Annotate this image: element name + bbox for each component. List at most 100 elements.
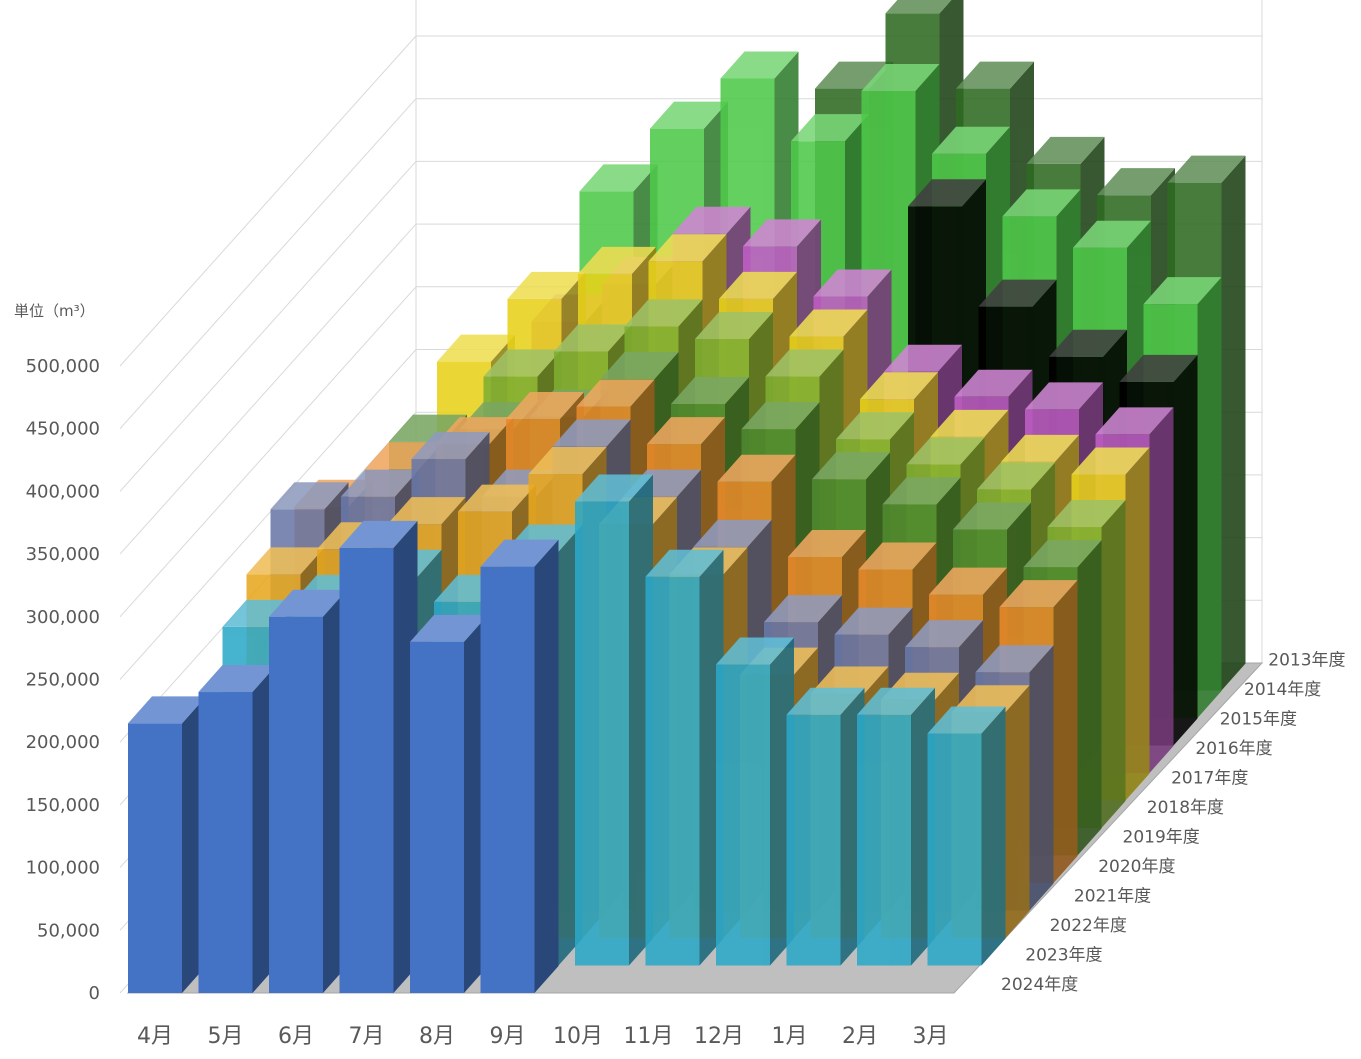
bar-front (128, 723, 182, 993)
unit-label: 単位（m³） (14, 302, 95, 320)
bar-top (860, 372, 938, 400)
x-tick-label: 4月 (137, 1024, 173, 1049)
bar-front (716, 664, 770, 966)
bar-top (483, 349, 562, 377)
y-tick-label: 100,000 (26, 858, 100, 879)
bar-top (954, 369, 1033, 397)
x-tick-label: 10月 (553, 1024, 603, 1049)
bar-side (1005, 685, 1030, 938)
x-tick-label: 1月 (772, 1024, 808, 1049)
series-label: 2013年度 (1268, 651, 1345, 671)
bar-top (812, 452, 890, 480)
bar-top (411, 432, 490, 460)
bar-top (1026, 136, 1105, 164)
bar-top (507, 271, 586, 299)
bar-top (716, 637, 794, 665)
series-label: 2019年度 (1123, 828, 1200, 848)
bar-top (951, 685, 1030, 713)
bar-top (741, 402, 820, 430)
bar-top (480, 539, 559, 567)
bar-top (576, 379, 655, 407)
x-tick-label: 12月 (694, 1024, 744, 1049)
bar-top (743, 219, 821, 247)
bar-top (650, 101, 728, 129)
bar-top (1119, 354, 1198, 382)
bar (857, 687, 935, 966)
bar (716, 637, 794, 966)
bar-top (788, 529, 866, 557)
bar-front (575, 501, 629, 966)
bar-top (929, 567, 1007, 595)
bar-top (861, 64, 940, 91)
bar-top (956, 61, 1034, 89)
bar-top (932, 126, 1010, 154)
series-label: 2016年度 (1195, 739, 1272, 759)
bar-top (905, 620, 983, 648)
y-tick-label: 500,000 (26, 356, 100, 377)
y-tick-label: 450,000 (26, 419, 100, 440)
bar (269, 589, 347, 993)
bar-top (977, 462, 1055, 490)
bar-top (600, 351, 679, 379)
x-tick-label: 8月 (419, 1024, 455, 1049)
bar-top (836, 412, 914, 440)
y-tick-label: 350,000 (26, 544, 100, 565)
x-tick-label: 9月 (490, 1024, 526, 1049)
bar-top (882, 477, 961, 505)
bar-top (764, 595, 842, 623)
bar-top (506, 392, 584, 420)
bar-top (693, 519, 772, 547)
bar-top (128, 696, 206, 724)
bar-top (437, 334, 515, 362)
bar-top (1167, 155, 1246, 183)
series-label: 2017年度 (1171, 769, 1248, 789)
bar-top (645, 549, 724, 577)
bar-top (999, 580, 1078, 608)
gridline-side (119, 223, 417, 555)
bar-top (198, 665, 277, 693)
bar-side (981, 706, 1006, 966)
bar-top (246, 547, 325, 575)
bar-front (480, 566, 535, 993)
bar-top (786, 687, 865, 715)
bar-top (1095, 407, 1174, 435)
bar-front (198, 692, 253, 993)
bar-top (884, 344, 962, 372)
bar-top (528, 447, 607, 475)
bar-top (834, 607, 913, 635)
bar-top (671, 377, 749, 405)
bar-side (1029, 645, 1054, 911)
bar (927, 706, 1006, 966)
series-label: 2020年度 (1098, 857, 1175, 877)
x-tick-label: 11月 (624, 1024, 674, 1049)
bar-top (341, 469, 419, 497)
bar-top (810, 666, 889, 694)
bar-top (552, 419, 631, 447)
y-tick-label: 150,000 (26, 795, 100, 816)
bar-top (1097, 168, 1175, 196)
bar-side (534, 539, 559, 993)
bar-top (1143, 277, 1222, 305)
bar-top (579, 164, 658, 192)
y-tick-label: 0 (89, 983, 100, 1004)
gridline-side (119, 35, 417, 367)
series-label: 2015年度 (1220, 710, 1297, 730)
bar (645, 549, 724, 966)
x-tick-label: 2月 (842, 1024, 878, 1049)
bar-top (1073, 220, 1151, 248)
bar-side (1173, 354, 1198, 746)
bar-top (1025, 382, 1103, 410)
bar-top (269, 589, 347, 617)
bar-front (269, 616, 323, 993)
bar-top (648, 234, 727, 262)
bar-top (720, 51, 799, 79)
bar-side (1197, 277, 1222, 718)
gridline-side (119, 349, 417, 680)
x-tick-label: 6月 (278, 1024, 314, 1049)
bar (575, 474, 653, 966)
bar (339, 520, 418, 993)
bar-top (885, 0, 952, 14)
gridline-side (119, 98, 417, 430)
bar-top (908, 179, 986, 207)
